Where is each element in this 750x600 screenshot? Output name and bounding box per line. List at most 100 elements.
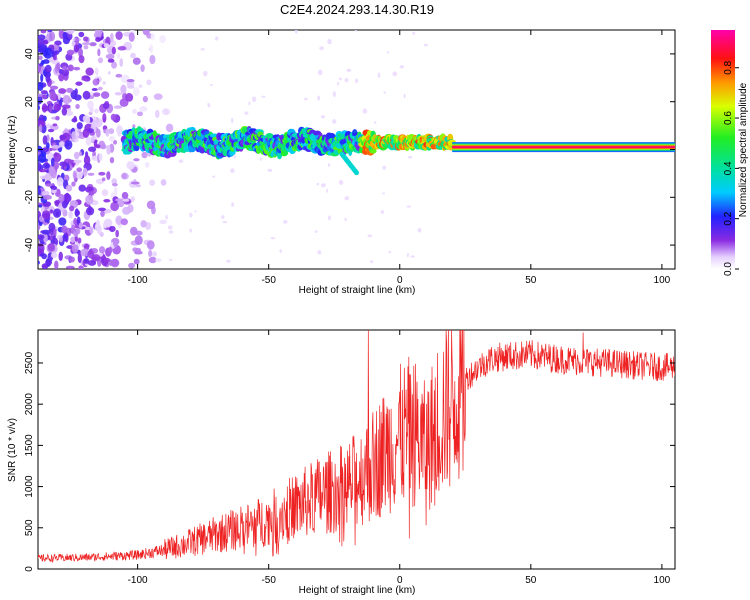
noise-blob [122,173,127,179]
noise-blob [38,161,42,171]
noise-speck [406,205,412,208]
noise-blob [149,54,156,65]
noise-blob [101,189,109,197]
noise-blob [78,47,83,58]
noise-blob [130,196,135,202]
noise-blob [97,224,102,235]
noise-blob [65,110,74,116]
noise-blob [115,229,119,238]
noise-blob [78,265,84,269]
noise-speck [338,179,344,185]
colorbar-tick-label: 0.6 [723,111,734,125]
noise-blob [48,222,56,233]
noise-speck [382,192,385,195]
noise-blob [51,144,61,149]
noise-speck [388,251,392,254]
noise-speck [373,121,377,124]
noise-blob [80,248,90,257]
noise-blob [77,253,82,264]
noise-blob [87,259,97,266]
noise-blob [107,58,115,63]
noise-blob [142,30,150,36]
noise-blob [130,226,138,236]
noise-blob [95,36,102,43]
noise-blob [140,220,147,228]
noise-blob [78,151,82,157]
noise-blob [119,58,124,67]
x-tick-label: 50 [525,575,537,586]
noise-speck [408,155,413,159]
noise-blob [54,260,59,269]
noise-blob [113,105,123,109]
noise-blob [105,53,115,60]
spectrogram-x-ticks: -100 -50 0 50 100 [128,30,671,286]
noise-blob [101,177,106,182]
noise-blob [74,208,79,218]
snr-x-label: Height of straight line (km) [299,585,416,596]
colorbar-tick-label: 0.4 [723,161,734,175]
noise-blob [49,104,53,114]
noise-blob [121,191,129,200]
noise-speck [332,119,337,124]
noise-blob [140,64,145,72]
noise-blob [126,79,135,83]
noise-blob [165,123,174,133]
noise-blob [47,242,55,252]
noise-speck [382,165,387,170]
noise-blob [125,93,134,102]
noise-blob [58,30,64,39]
noise-blob [108,246,113,254]
noise-blob [83,45,89,50]
noise-blob [110,113,117,121]
noise-blob [71,244,79,253]
noise-blob [108,128,115,135]
noise-blob [73,151,80,160]
noise-blob [126,161,135,170]
x-tick-label: 100 [654,575,671,586]
noise-speck [383,91,386,94]
noise-blob [117,46,127,51]
noise-blob [41,94,48,100]
noise-blob [69,205,75,212]
noise-blob [114,91,122,96]
noise-blob [58,193,65,203]
noise-blob [62,94,71,105]
noise-speck [178,159,184,163]
spectrogram-y-label: Frequency (Hz) [7,116,18,185]
noise-blob [109,32,114,42]
noise-speck [344,196,350,201]
noise-speck [222,220,228,224]
noise-speck [399,65,404,69]
noise-blob [81,77,90,82]
noise-blob [82,90,91,100]
noise-blob [65,184,73,192]
noise-blob [150,32,156,41]
noise-blob [142,95,148,103]
noise-blob [40,60,45,65]
noise-speck [267,168,273,172]
noise-blob [42,210,51,220]
noise-blob [38,38,46,46]
noise-blob [138,84,143,88]
noise-blob [93,92,101,97]
noise-blob [155,109,160,119]
noise-blob [75,132,80,137]
noise-blob [38,260,40,265]
noise-blob [94,118,103,128]
noise-blob [97,48,101,57]
figure-title: C2E4.2024.293.14.30.R19 [280,2,434,17]
noise-blob [106,171,111,180]
noise-blob [94,108,99,114]
noise-blob [115,31,123,40]
noise-blob [107,71,111,75]
noise-blob [73,229,79,237]
ridge-blob [369,148,377,154]
y-tick-label: -20 [24,190,35,205]
noise-blob [102,81,106,85]
noise-blob [45,73,51,83]
noise-blob [91,254,101,262]
noise-blob [110,258,120,268]
x-tick-label: 0 [397,275,403,286]
noise-blob [38,204,43,208]
spectrogram-x-label: Height of straight line (km) [299,285,416,296]
